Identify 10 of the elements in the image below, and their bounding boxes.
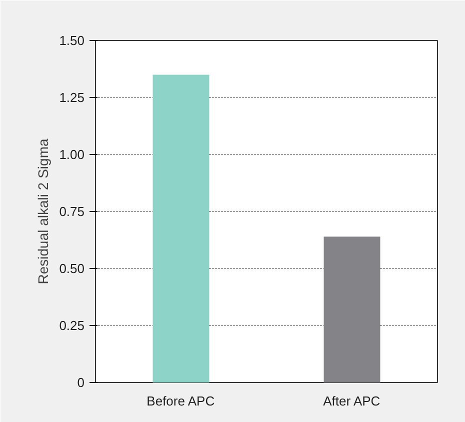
y-tick-label: 1.50 — [59, 33, 85, 48]
y-tick-label: 1.25 — [59, 90, 85, 105]
y-tick-label: 1.00 — [59, 147, 85, 162]
y-axis-title: Residual alkali 2 Sigma — [35, 138, 52, 284]
x-tick-label: Before APC — [146, 394, 215, 408]
x-tick-label: After APC — [323, 394, 380, 408]
y-tick-label: 0.75 — [59, 204, 85, 219]
y-tick-label: 0 — [77, 375, 85, 390]
y-tick-label: 0.25 — [59, 318, 85, 333]
y-tick-label: 0.50 — [59, 261, 85, 276]
